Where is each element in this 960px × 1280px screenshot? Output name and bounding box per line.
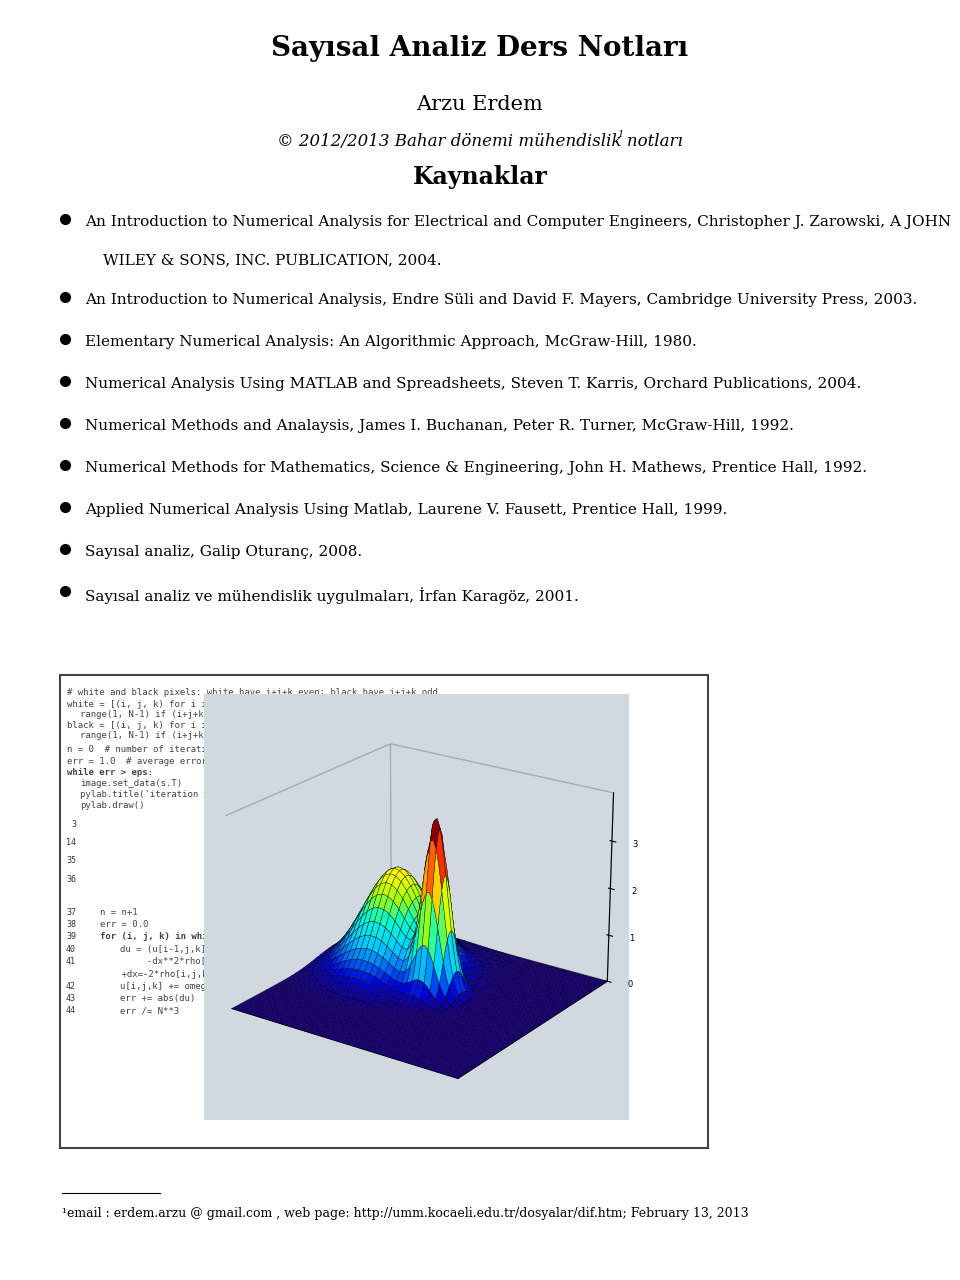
Text: +dx=-2*rho[i,j,k]]/6.0-u[i,j,k]: +dx=-2*rho[i,j,k]]/6.0-u[i,j,k] (100, 970, 288, 979)
Text: 39: 39 (66, 932, 76, 941)
Text: Numerical Methods for Mathematics, Science & Engineering, John H. Mathews, Prent: Numerical Methods for Mathematics, Scien… (85, 461, 867, 475)
Text: 38: 38 (66, 920, 76, 929)
Text: pylab.title('iteration %d'%n): pylab.title('iteration %d'%n) (80, 790, 236, 799)
Text: 14: 14 (66, 838, 76, 847)
Text: Arzu Erdem: Arzu Erdem (417, 95, 543, 114)
Text: Sayısal Analiz Ders Notları: Sayısal Analiz Ders Notları (272, 35, 688, 61)
Text: 44: 44 (66, 1006, 76, 1015)
Text: Numerical Analysis Using MATLAB and Spreadsheets, Steven T. Karris, Orchard Publ: Numerical Analysis Using MATLAB and Spre… (85, 378, 861, 390)
Text: Kaynaklar: Kaynaklar (413, 165, 547, 189)
Text: du = (u[i-1,j,k]+u[i+1,j,k]+u[i,j-1,k]+u[i,j+1,k]+u[i,j,k-1]+u[i,j,k+1]: du = (u[i-1,j,k]+u[i+1,j,k]+u[i,j-1,k]+u… (120, 945, 502, 954)
Text: -dx**2*rho[i,j,k]]/6.0-u[i,j,k]: -dx**2*rho[i,j,k]]/6.0-u[i,j,k] (120, 957, 314, 966)
Text: err = 1.0  # average error per site: err = 1.0 # average error per site (67, 756, 255, 765)
Text: n = n+1: n = n+1 (100, 908, 137, 916)
Text: err += abs(du): err += abs(du) (120, 995, 195, 1004)
Text: WILEY & SONS, INC. PUBLICATION, 2004.: WILEY & SONS, INC. PUBLICATION, 2004. (103, 253, 442, 268)
Text: 40: 40 (66, 945, 76, 954)
Text: An Introduction to Numerical Analysis for Electrical and Computer Engineers, Chr: An Introduction to Numerical Analysis fo… (85, 215, 951, 229)
Text: n = 0  # number of iterations: n = 0 # number of iterations (67, 745, 223, 754)
Text: Sayısal analiz, Galip Oturanç, 2008.: Sayısal analiz, Galip Oturanç, 2008. (85, 545, 362, 559)
Text: err /= N**3: err /= N**3 (120, 1006, 180, 1015)
Text: for (i, j, k) in white+black:: for (i, j, k) in white+black: (100, 932, 256, 941)
Text: Elementary Numerical Analysis: An Algorithmic Approach, McGraw-Hill, 1980.: Elementary Numerical Analysis: An Algori… (85, 335, 697, 349)
Text: An Introduction to Numerical Analysis, Endre Süli and David F. Mayers, Cambridge: An Introduction to Numerical Analysis, E… (85, 293, 917, 307)
Text: 43: 43 (66, 995, 76, 1004)
Text: black = [(i, j, k) for i in range(1, N-1) for j in range(1, N-1): black = [(i, j, k) for i in range(1, N-1… (67, 721, 411, 730)
Text: err = 0.0: err = 0.0 (100, 920, 149, 929)
Text: 42: 42 (66, 982, 76, 991)
Text: 37: 37 (66, 908, 76, 916)
Text: 35: 35 (66, 856, 76, 865)
Text: Sayısal analiz ve mühendislik uygulmaları, İrfan Karagöz, 2001.: Sayısal analiz ve mühendislik uygulmalar… (85, 588, 579, 604)
Text: range(1, N-1) if (i+j+k)%2 == 0]: range(1, N-1) if (i+j+k)%2 == 0] (80, 710, 252, 719)
Text: while err > eps:: while err > eps: (67, 768, 153, 777)
Text: Applied Numerical Analysis Using Matlab, Laurene V. Fausett, Prentice Hall, 1999: Applied Numerical Analysis Using Matlab,… (85, 503, 728, 517)
Text: white = [(i, j, k) for i in range(1, N-1) for j in range(1, N-1): white = [(i, j, k) for i in range(1, N-1… (67, 700, 411, 709)
Text: 41: 41 (66, 957, 76, 966)
Text: ¹email : erdem.arzu @ gmail.com , web page: http://umm.kocaeli.edu.tr/dosyalar/d: ¹email : erdem.arzu @ gmail.com , web pa… (62, 1207, 749, 1220)
Bar (60, 675, 708, 1148)
Text: pylab.draw(): pylab.draw() (80, 801, 145, 810)
Text: # white and black pixels: white have i+j+k even; black have i+j+k odd: # white and black pixels: white have i+j… (67, 689, 438, 698)
Text: 1: 1 (617, 131, 623, 140)
Text: # next iteration in refinement!: # next iteration in refinement! (230, 870, 396, 879)
Text: Numerical Methods and Analaysis, James I. Buchanan, Peter R. Turner, McGraw-Hill: Numerical Methods and Analaysis, James I… (85, 419, 794, 433)
Text: 36: 36 (66, 876, 76, 884)
Text: image.set_data(s.T): image.set_data(s.T) (80, 780, 182, 788)
Text: 3: 3 (71, 820, 76, 829)
Text: © 2012/2013 Bahar dönemi mühendislik notları: © 2012/2013 Bahar dönemi mühendislik not… (277, 133, 683, 150)
Text: range(1, N-1) if (i+j+k)%2 == 1]: range(1, N-1) if (i+j+k)%2 == 1] (80, 731, 252, 740)
Text: u[i,j,k] += omega*du: u[i,j,k] += omega*du (120, 982, 228, 991)
